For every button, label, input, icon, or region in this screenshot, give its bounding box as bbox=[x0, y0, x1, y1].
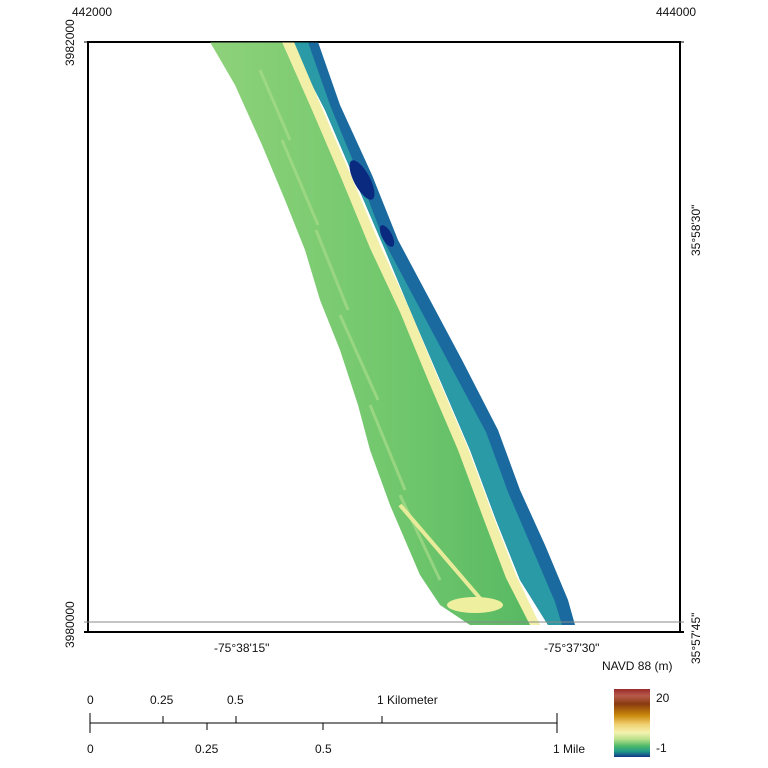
legend-max: 20 bbox=[656, 691, 670, 705]
surf-zone bbox=[290, 42, 562, 625]
sand-patch bbox=[447, 597, 503, 613]
scale-mile-025: 0.25 bbox=[195, 742, 219, 756]
scale-km-05: 0.5 bbox=[227, 693, 244, 707]
dune-ridge bbox=[282, 42, 540, 625]
legend-min: -1 bbox=[656, 741, 667, 755]
land-surface bbox=[210, 42, 540, 625]
legend-title: NAVD 88 (m) bbox=[602, 659, 673, 673]
scale-mile-0: 0 bbox=[87, 742, 94, 756]
scale-mile-1: 1 Mile bbox=[553, 742, 586, 756]
grid-label-top-left: 442000 bbox=[72, 5, 113, 19]
scale-km-025: 0.25 bbox=[150, 693, 174, 707]
barrier-island bbox=[210, 42, 575, 625]
road bbox=[398, 503, 492, 612]
lon-label-left: -75°38'15" bbox=[214, 641, 270, 655]
scale-km-1: 1 Kilometer bbox=[377, 693, 438, 707]
scale-mile-05: 0.5 bbox=[315, 742, 332, 756]
legend-color-ramp bbox=[614, 689, 650, 757]
deep-trough bbox=[379, 225, 395, 247]
deep-trough bbox=[349, 160, 375, 200]
grid-label-top-right: 444000 bbox=[656, 5, 697, 19]
scale-km-0: 0 bbox=[87, 693, 94, 707]
lon-label-right: -75°37'30" bbox=[544, 641, 600, 655]
